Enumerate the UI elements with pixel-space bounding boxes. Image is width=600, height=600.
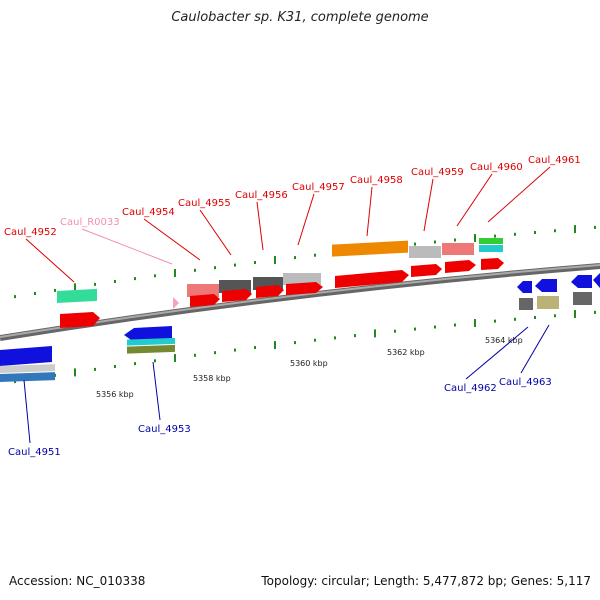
scale-labels: 5356 kbp 5358 kbp 5360 kbp 5362 kbp 5364 kbp	[96, 336, 523, 399]
feature-bar	[442, 243, 474, 255]
gene-label-caul-4957[interactable]: Caul_4957	[292, 182, 345, 193]
feature-bar	[479, 245, 503, 252]
gene-label-caul-4961[interactable]: Caul_4961	[528, 155, 581, 166]
gene-label-caul-4952[interactable]: Caul_4952	[4, 227, 57, 238]
gene-arrow-caul-4951[interactable]	[0, 346, 52, 366]
gene-label-caul-4958[interactable]: Caul_4958	[350, 175, 403, 186]
genome-summary: Topology: circular; Length: 5,477,872 bp…	[261, 574, 591, 588]
gene-arrow-edge[interactable]	[571, 275, 592, 288]
plus-strand-features	[57, 238, 504, 328]
gene-arrow-caul-4952[interactable]	[60, 312, 100, 328]
label-leader	[487, 166, 551, 223]
label-leader	[199, 209, 232, 256]
label-leader	[297, 193, 315, 246]
gene-arrow-caul-4961[interactable]	[481, 258, 504, 270]
gene-arrow-caul-4960[interactable]	[445, 260, 476, 273]
gene-label-caul-4953[interactable]: Caul_4953	[138, 424, 191, 435]
accession-text: Accession: NC_010338	[9, 574, 146, 588]
scale-label: 5362 kbp	[387, 348, 425, 357]
scale-label: 5360 kbp	[290, 359, 328, 368]
label-leader	[366, 186, 373, 237]
map-title: Caulobacter sp. K31, complete genome	[171, 10, 429, 25]
gene-arrow-caul-4956[interactable]	[256, 285, 284, 298]
gene-label-caul-4960[interactable]: Caul_4960	[470, 162, 523, 173]
gene-arrow-caul-4958[interactable]	[335, 270, 409, 288]
label-leader	[25, 238, 75, 283]
gene-arrow-caul-4954[interactable]	[190, 294, 220, 307]
scale-label: 5356 kbp	[96, 390, 134, 399]
feature-bar	[332, 240, 408, 257]
label-leader	[423, 178, 434, 232]
gene-label-caul-4951[interactable]: Caul_4951	[8, 447, 61, 458]
gene-arrow-caul-4962[interactable]	[517, 281, 532, 293]
scale-label: 5364 kbp	[485, 336, 523, 345]
minus-strand-features	[0, 273, 600, 382]
feature-bar	[127, 337, 175, 346]
feature-bar	[519, 298, 533, 310]
gene-label-caul-4959[interactable]: Caul_4959	[411, 167, 464, 178]
feature-bar	[127, 344, 175, 354]
label-leader	[256, 201, 264, 251]
feature-bar	[0, 364, 55, 373]
label-leader	[520, 324, 550, 374]
feature-bar	[187, 284, 219, 297]
label-leader	[23, 379, 31, 444]
label-leader	[143, 218, 201, 261]
gene-arrow-edge[interactable]	[593, 273, 600, 288]
feature-bar	[537, 296, 559, 309]
gene-label-caul-4954[interactable]: Caul_4954	[122, 207, 175, 218]
feature-bar	[57, 288, 97, 304]
gene-arrow-caul-4955[interactable]	[222, 289, 252, 302]
gene-arrow-caul-4959[interactable]	[411, 264, 442, 277]
gene-arrow-caul-4957[interactable]	[286, 282, 323, 295]
label-leader	[465, 326, 529, 380]
gene-label-caul-r0033[interactable]: Caul_R0033	[60, 217, 120, 228]
rna-marker-caul-r0033[interactable]	[173, 297, 179, 309]
label-leader	[152, 361, 161, 421]
gene-arrow-caul-4963[interactable]	[535, 279, 557, 292]
feature-bar	[409, 246, 441, 258]
gene-label-caul-4963[interactable]: Caul_4963	[499, 377, 552, 388]
scale-label: 5358 kbp	[193, 374, 231, 383]
gene-label-caul-4962[interactable]: Caul_4962	[444, 383, 497, 394]
gene-label-caul-4955[interactable]: Caul_4955	[178, 198, 231, 209]
label-leader	[456, 173, 493, 227]
feature-bar	[0, 372, 55, 382]
feature-bar	[479, 238, 503, 244]
label-leaders	[23, 166, 551, 444]
gene-arrow-caul-4953[interactable]	[124, 326, 172, 342]
gene-label-caul-4956[interactable]: Caul_4956	[235, 190, 288, 201]
feature-bar	[573, 292, 592, 305]
feature-bar	[283, 273, 321, 285]
label-leader	[81, 228, 173, 265]
